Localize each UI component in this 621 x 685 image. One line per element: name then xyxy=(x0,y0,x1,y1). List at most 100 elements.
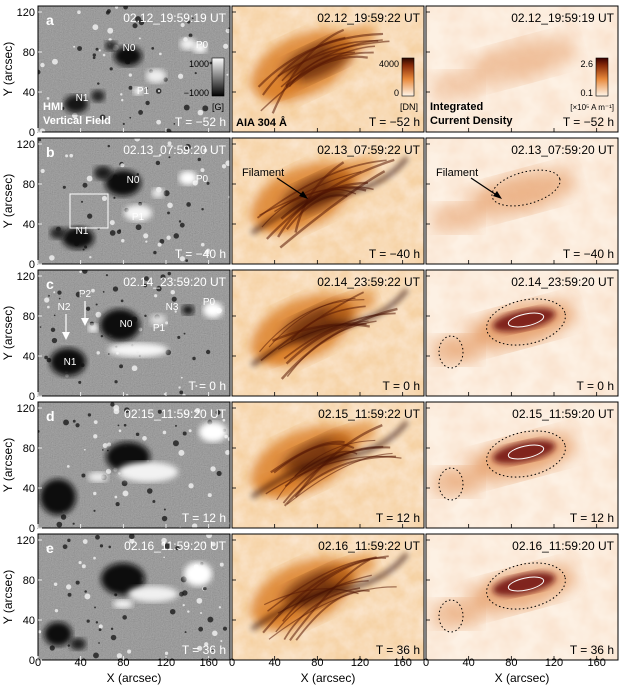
hmi-element xyxy=(151,47,155,50)
panel-letter: b xyxy=(46,144,55,160)
hmi-element xyxy=(114,495,118,499)
hmi-element xyxy=(191,17,194,20)
hmi-element xyxy=(182,590,188,596)
hmi-element xyxy=(38,630,42,634)
hmi-element xyxy=(97,82,100,85)
hmi-element xyxy=(53,291,56,294)
hmi-element xyxy=(110,634,117,641)
hmi-element xyxy=(147,488,153,494)
aia-loop xyxy=(286,452,393,505)
hmi-element xyxy=(108,545,112,549)
t-label: T = −52 h xyxy=(369,115,420,129)
x-tick-label: 80 xyxy=(311,657,323,669)
hmi-polarity-patch xyxy=(184,562,212,586)
hmi-element xyxy=(77,46,83,51)
hmi-element xyxy=(180,376,183,379)
hmi-element xyxy=(39,326,42,328)
t-label: T = 0 h xyxy=(383,379,420,393)
hmi-timestamp: 02.13_07:59:20 UT xyxy=(123,143,226,157)
aia-timestamp: 02.16_11:59:22 UT xyxy=(318,539,421,553)
t-label: T = −40 h xyxy=(175,247,226,261)
hmi-element xyxy=(153,250,157,255)
contour-solid xyxy=(507,576,545,592)
t-label: T = 36 h xyxy=(182,643,226,657)
hmi-element xyxy=(115,501,120,507)
x-tick-label: 160 xyxy=(587,657,605,669)
y-tick-label: 120 xyxy=(17,535,35,547)
hmi-element xyxy=(123,423,127,427)
hmi-polarity-patch xyxy=(133,87,143,95)
filament-channel xyxy=(250,156,409,235)
current-emission xyxy=(467,37,575,85)
hmi-element xyxy=(94,606,96,609)
hmi-element xyxy=(78,380,82,384)
hmi-element xyxy=(107,442,112,447)
hmi-element xyxy=(99,544,104,548)
hmi-element xyxy=(117,424,120,427)
hmi-element xyxy=(156,285,162,292)
hmi-element xyxy=(165,128,172,132)
current-panel: 02.16_11:59:20 UT T = 36 h xyxy=(426,534,618,660)
hmi-element xyxy=(107,27,114,34)
hmi-element xyxy=(207,493,212,498)
current-core xyxy=(492,440,556,464)
hmi-element xyxy=(167,202,173,209)
hmi-polarity-patch xyxy=(108,343,168,357)
hmi-element xyxy=(204,642,209,647)
current-timestamp: 02.12_19:59:19 UT xyxy=(511,11,614,25)
hmi-polarity-patch xyxy=(203,302,223,318)
hmi-polarity-patch xyxy=(105,41,117,51)
polarity-label: N1 xyxy=(76,226,89,237)
hmi-element xyxy=(112,286,119,292)
polarity-label: P0 xyxy=(203,297,216,308)
hmi-polarity-patch xyxy=(40,479,76,515)
hmi-panel: b 02.13_07:59:20 UT T = −40 h N0 P0 N1 P1 xyxy=(38,138,230,264)
current-emission xyxy=(431,468,481,496)
hmi-element xyxy=(40,62,45,68)
contour-dotted xyxy=(438,335,464,369)
filament-channel xyxy=(250,420,409,499)
arrow-line xyxy=(276,177,305,197)
aia-title: AIA 304 Å xyxy=(236,116,287,129)
t-label: T = −40 h xyxy=(369,247,420,261)
hmi-element xyxy=(200,612,203,615)
y-tick-label: 40 xyxy=(23,219,35,231)
hmi-element xyxy=(163,508,166,511)
hmi-element xyxy=(187,610,190,613)
hmi-element xyxy=(167,211,170,215)
hmi-element xyxy=(143,233,149,239)
panel-frame xyxy=(425,533,619,661)
panel-frame xyxy=(37,533,231,661)
contour-dotted xyxy=(486,562,566,610)
hmi-element xyxy=(165,321,169,325)
t-label: T = −40 h xyxy=(563,247,614,261)
hmi-polarity-patch xyxy=(193,43,207,53)
aia-loop xyxy=(257,32,384,88)
hmi-element xyxy=(102,290,105,293)
hmi-element xyxy=(145,100,150,106)
hmi-element xyxy=(182,431,187,436)
polarity-label: P2 xyxy=(79,289,92,300)
hmi-polarity-patch xyxy=(100,309,140,341)
hmi-element xyxy=(66,464,70,468)
hmi-element xyxy=(116,653,123,659)
hmi-element xyxy=(82,539,88,544)
panel-frame xyxy=(231,269,425,397)
hmi-element xyxy=(113,196,116,199)
hmi-element xyxy=(77,10,81,15)
hmi-element xyxy=(131,365,138,372)
y-tick-label: 0 xyxy=(29,655,35,667)
hmi-element xyxy=(177,335,181,340)
hmi-element xyxy=(80,200,84,203)
hmi-element xyxy=(163,393,166,396)
aia-loop xyxy=(294,450,358,477)
hmi-element xyxy=(53,582,58,587)
hmi-element xyxy=(122,615,127,620)
panel-frame xyxy=(425,5,619,133)
hmi-element xyxy=(118,229,121,232)
panel-frame xyxy=(37,5,231,133)
aia-colorbar xyxy=(401,57,415,97)
hmi-element xyxy=(210,466,216,472)
hmi-element xyxy=(206,534,213,539)
